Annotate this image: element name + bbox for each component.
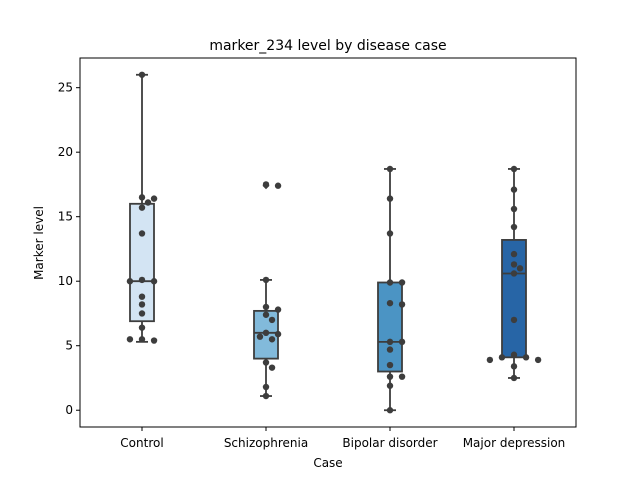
data-point bbox=[510, 351, 518, 358]
y-tick-label: 25 bbox=[58, 81, 73, 95]
data-point bbox=[138, 336, 146, 343]
data-point bbox=[138, 71, 146, 78]
data-point bbox=[262, 383, 270, 391]
data-point bbox=[138, 293, 146, 300]
swarm-points bbox=[486, 165, 542, 382]
data-point bbox=[534, 356, 542, 364]
x-tick-label: Schizophrenia bbox=[224, 436, 308, 450]
data-point bbox=[386, 346, 394, 353]
data-point bbox=[510, 223, 518, 231]
data-point bbox=[138, 204, 146, 211]
y-tick-label: 0 bbox=[65, 403, 73, 417]
data-point bbox=[150, 195, 158, 202]
data-point bbox=[386, 279, 394, 286]
data-point bbox=[510, 186, 518, 193]
swarm-points bbox=[386, 165, 406, 414]
data-point bbox=[274, 306, 282, 313]
y-axis: 0 5 10 15 20 25 bbox=[58, 81, 80, 417]
y-tick-label: 5 bbox=[65, 339, 73, 353]
data-point bbox=[138, 310, 146, 317]
data-point bbox=[274, 330, 282, 338]
swarm-points bbox=[256, 181, 282, 400]
data-point bbox=[386, 338, 394, 346]
plot-frame bbox=[79, 57, 577, 428]
x-axis-label: Case bbox=[313, 456, 342, 470]
data-point bbox=[510, 261, 518, 268]
data-point bbox=[274, 182, 282, 189]
box bbox=[501, 239, 527, 359]
data-point bbox=[262, 359, 270, 366]
data-point bbox=[510, 363, 518, 370]
data-point bbox=[138, 230, 146, 237]
y-tick-label: 10 bbox=[58, 274, 73, 288]
data-point bbox=[126, 336, 134, 343]
y-axis-label: Marker level bbox=[32, 206, 46, 280]
box bbox=[377, 281, 403, 373]
data-point bbox=[386, 361, 394, 369]
data-point bbox=[262, 181, 270, 188]
data-point bbox=[150, 337, 158, 344]
data-point bbox=[268, 336, 276, 343]
data-point bbox=[510, 250, 518, 258]
swarm-points bbox=[126, 71, 158, 344]
data-point bbox=[386, 382, 394, 389]
data-point bbox=[262, 311, 270, 318]
data-point bbox=[268, 316, 276, 324]
data-point bbox=[262, 392, 270, 400]
data-point bbox=[386, 165, 394, 173]
data-point bbox=[398, 338, 406, 346]
data-point bbox=[510, 316, 518, 324]
data-point bbox=[262, 276, 270, 284]
x-tick-label: Bipolar disorder bbox=[342, 436, 437, 450]
data-point bbox=[386, 195, 394, 202]
data-point bbox=[510, 270, 518, 277]
x-axis: Control Schizophrenia Bipolar disorder Majo… bbox=[120, 427, 565, 450]
data-point bbox=[386, 230, 394, 237]
data-point bbox=[510, 374, 518, 382]
data-point bbox=[398, 373, 406, 380]
data-point bbox=[398, 301, 406, 308]
data-point bbox=[144, 199, 152, 206]
data-point bbox=[256, 333, 264, 340]
data-point bbox=[150, 278, 158, 285]
data-point bbox=[262, 329, 270, 337]
data-point bbox=[386, 299, 394, 307]
data-point bbox=[386, 373, 394, 380]
data-point bbox=[510, 165, 518, 173]
data-point bbox=[138, 276, 146, 284]
data-point bbox=[516, 265, 524, 272]
data-point bbox=[262, 303, 270, 311]
x-tick-label: Major depression bbox=[463, 436, 566, 450]
y-tick-label: 20 bbox=[58, 145, 73, 159]
data-point bbox=[522, 354, 530, 361]
chart-title: marker_234 level by disease case bbox=[209, 38, 446, 54]
data-point bbox=[126, 278, 134, 285]
x-tick-label: Control bbox=[120, 436, 163, 450]
data-point bbox=[386, 407, 394, 414]
data-point bbox=[498, 354, 506, 361]
data-point bbox=[486, 356, 494, 364]
data-point bbox=[138, 301, 146, 308]
data-point bbox=[138, 194, 146, 201]
y-tick-label: 15 bbox=[58, 210, 73, 224]
data-point bbox=[268, 364, 276, 371]
data-point bbox=[398, 279, 406, 286]
data-point bbox=[510, 205, 518, 213]
data-point bbox=[138, 324, 146, 331]
plot-area bbox=[126, 71, 542, 414]
